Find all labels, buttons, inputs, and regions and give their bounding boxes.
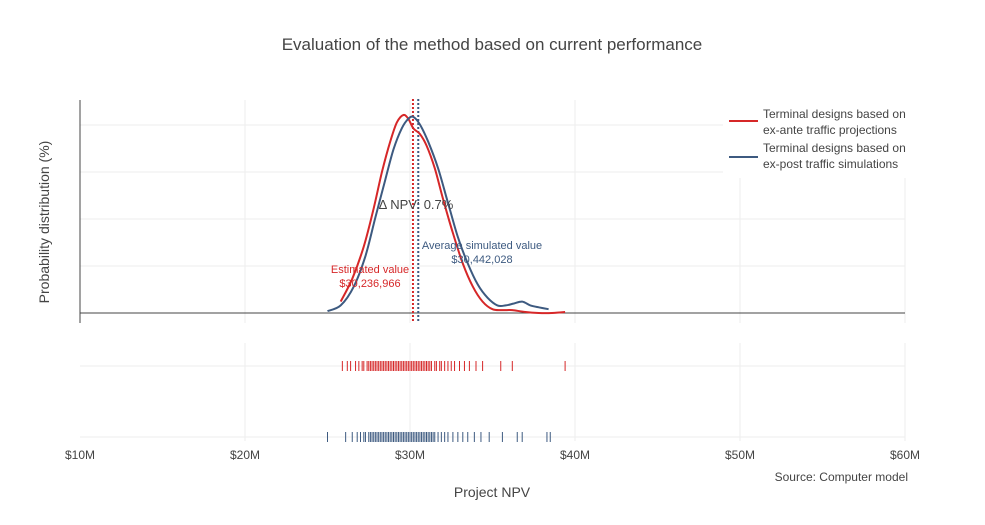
density-curves [327,113,566,315]
y-axis-title: Probability distribution (%) [36,141,52,304]
delta-npv-annotation: Δ NPV: 0.7% [379,197,454,212]
source-note: Source: Computer model [775,470,908,484]
x-tick-label: $20M [230,448,260,462]
legend-label-ex-ante-line1[interactable]: Terminal designs based on [763,107,906,121]
legend-label-ex-post-line1[interactable]: Terminal designs based on [763,141,906,155]
x-tick-label: $10M [65,448,95,462]
ex-ante-density-line [339,113,566,315]
estimated-annotation-line2: $30,236,966 [339,278,400,290]
rug-marks [327,361,566,442]
legend-label-ex-ante-line2[interactable]: ex-ante traffic projections [763,123,897,137]
estimated-annotation-line1: Estimated value [331,264,409,276]
legend-background [723,100,923,178]
x-tick-label: $40M [560,448,590,462]
x-tick-label: $30M [395,448,425,462]
x-axis-title: Project NPV [454,484,531,500]
simulated-annotation-line1: Average simulated value [422,240,542,252]
legend: Terminal designs based on ex-ante traffi… [723,100,923,178]
x-tick-label: $50M [725,448,755,462]
mean-lines [411,99,420,323]
chart-title: Evaluation of the method based on curren… [282,35,703,54]
x-tick-label: $60M [890,448,920,462]
simulated-annotation-line2: $30,442,028 [451,254,512,266]
x-tick-labels: $10M $20M $30M $40M $50M $60M [65,448,920,462]
ex-post-density-line [327,115,549,313]
rug-gridlines [80,343,906,441]
legend-label-ex-post-line2[interactable]: ex-post traffic simulations [763,157,898,171]
